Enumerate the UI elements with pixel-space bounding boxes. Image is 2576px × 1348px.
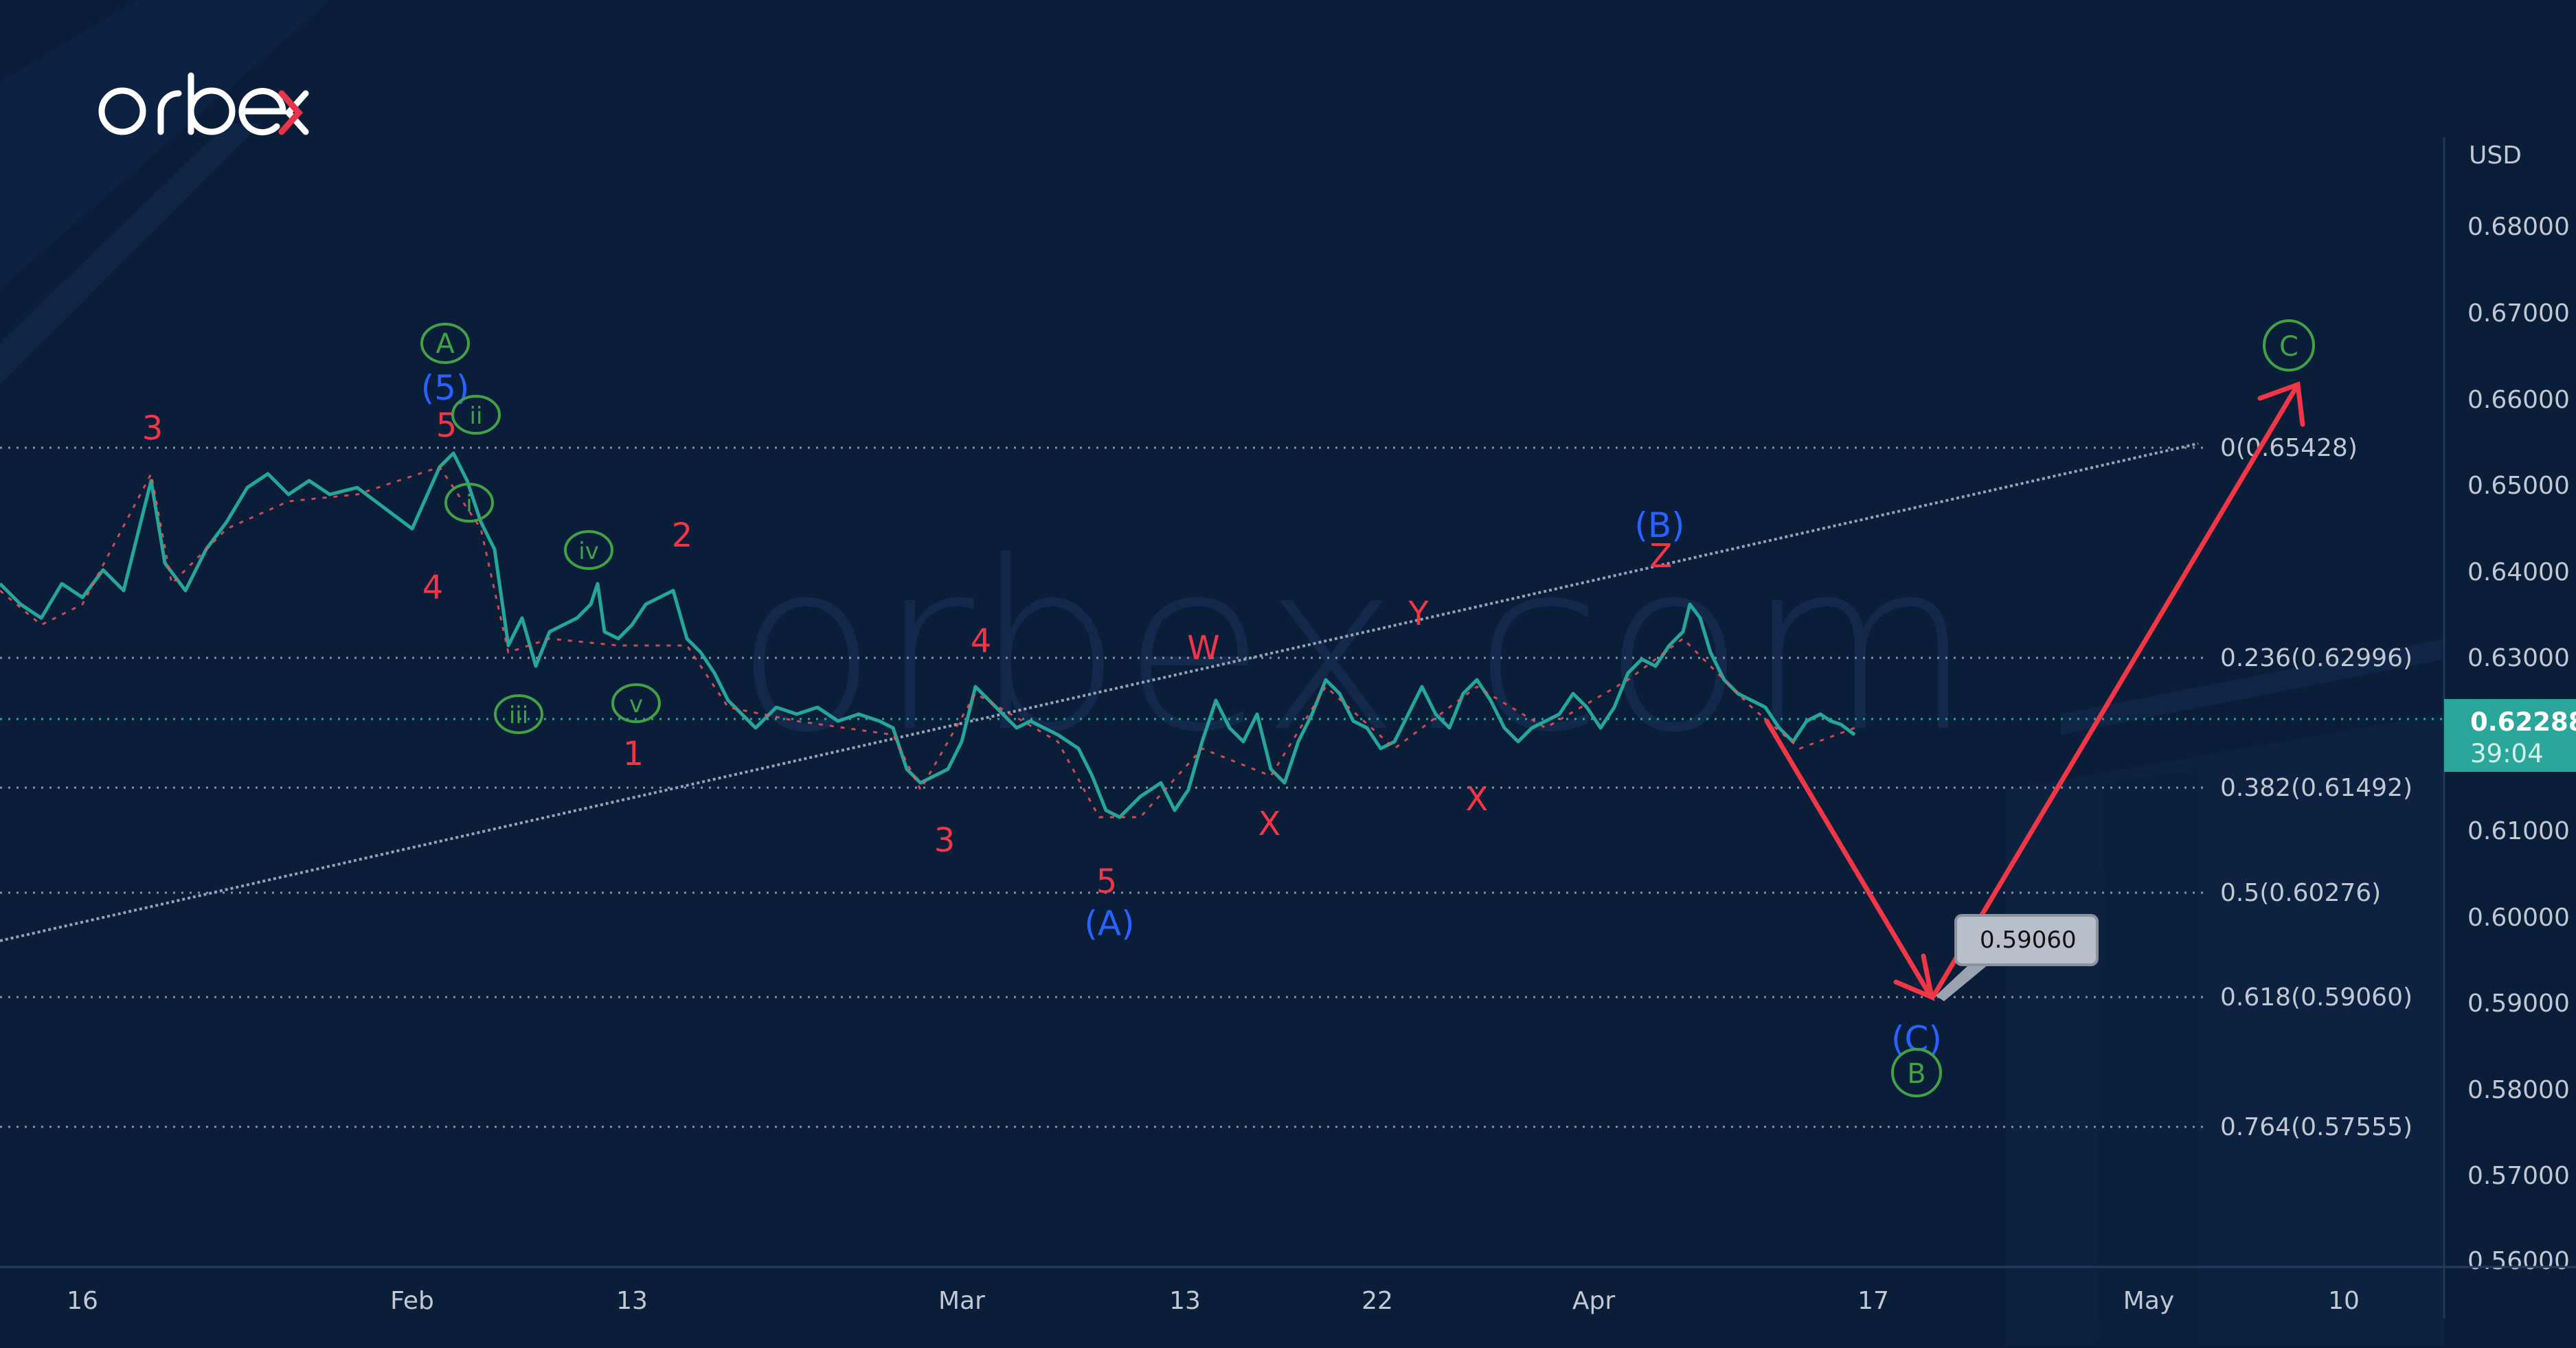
y-tick: 0.63000 [2467,644,2570,672]
y-tick: 0.64000 [2467,558,2570,586]
wave-labels-green [420,319,2315,1097]
x-tick: Apr [1572,1287,1615,1315]
wave-label: 4 [971,622,992,661]
wave-label: 3 [934,821,956,860]
wave-label: (B) [1634,505,1684,545]
wave-label: 4 [422,569,444,607]
arrowhead-up-icon [2257,381,2305,427]
price-axis[interactable]: USD 0.68000 0.67000 0.66000 0.65000 0.64… [2467,141,2570,1275]
arrowhead-down-icon [1893,953,1935,1001]
wave-label: (A) [1084,904,1134,944]
fib-label: 0.236(0.62996) [2220,644,2413,672]
wave-label: X [1258,805,1281,843]
fib-label: 0.618(0.59060) [2220,983,2413,1012]
price-series [0,451,1856,819]
y-tick: 0.60000 [2467,904,2570,932]
x-tick: 22 [1362,1287,1393,1315]
wave-label: 3 [142,409,163,448]
y-tick: 0.59000 [2467,990,2570,1018]
wave-label: 2 [672,516,693,555]
circled-wave-label: B [1907,1058,1925,1090]
wave-labels-blue: (5) (A) (B) (C) [421,368,1942,1059]
fib-label: 0.764(0.57555) [2220,1113,2413,1141]
circled-wave-label: C [2279,331,2298,363]
target-callout[interactable]: 0.59060 [1936,914,2099,1001]
wave-label: (5) [421,368,470,408]
wave-label: W [1187,629,1219,667]
x-tick: 13 [616,1287,648,1315]
y-tick: 0.56000 [2467,1247,2570,1275]
circled-wave-label: ii [470,402,483,430]
fib-label: 0(0.65428) [2220,434,2358,462]
wave-label: (C) [1891,1019,1942,1059]
y-tick: 0.66000 [2467,386,2570,414]
y-tick: 0.68000 [2467,213,2570,241]
wave-label: 5 [1096,863,1118,901]
x-tick: 10 [2328,1287,2360,1315]
time-axis[interactable]: 16 Feb 13 Mar 13 22 Apr 17 May 10 [67,1287,2360,1315]
x-tick: Mar [938,1287,985,1315]
x-tick: 17 [1857,1287,1889,1315]
fib-label: 0.382(0.61492) [2220,774,2413,802]
wave-labels-red: 3 5 4 2 1 4 3 5 W X Y X Z [142,407,1673,901]
circled-wave-label: A [436,328,455,360]
orbex-logo [98,72,309,136]
circled-wave-label: v [629,691,643,718]
x-tick: 13 [1169,1287,1201,1315]
x-tick: May [2123,1287,2174,1315]
y-tick: 0.58000 [2467,1076,2570,1104]
x-tick: Feb [390,1287,434,1315]
current-price-value: 0.62288 [2470,707,2576,737]
forecast-up-arrow[interactable] [1931,382,2301,998]
trendline[interactable] [0,442,2199,942]
y-tick: 0.57000 [2467,1162,2570,1190]
y-tick: 0.65000 [2467,472,2570,500]
background-decoration [0,124,2444,735]
current-price-tag: 0.62288 39:04 [2444,699,2576,772]
forecast-down-arrow[interactable] [1764,718,1933,998]
watermark: orbex.com [735,512,1973,784]
y-tick: 0.61000 [2467,817,2570,845]
currency-label: USD [2469,141,2522,170]
circled-wave-label: i [466,490,472,518]
fib-labels: 0(0.65428) 0.236(0.62996) 0.382(0.61492)… [2220,434,2413,1141]
wave-label: X [1466,780,1489,819]
wave-label: Y [1408,595,1429,633]
forecast-path[interactable] [1764,381,2305,1001]
circled-wave-label: iii [509,702,528,729]
wave-label: Z [1650,537,1673,575]
y-tick: 0.67000 [2467,299,2570,328]
x-tick: 16 [67,1287,98,1315]
wave-label: 1 [623,735,644,773]
circled-wave-label: iv [578,538,599,565]
fib-label: 0.5(0.60276) [2220,879,2381,907]
bar-countdown: 39:04 [2470,739,2544,768]
target-callout-value: 0.59060 [1980,926,2077,954]
